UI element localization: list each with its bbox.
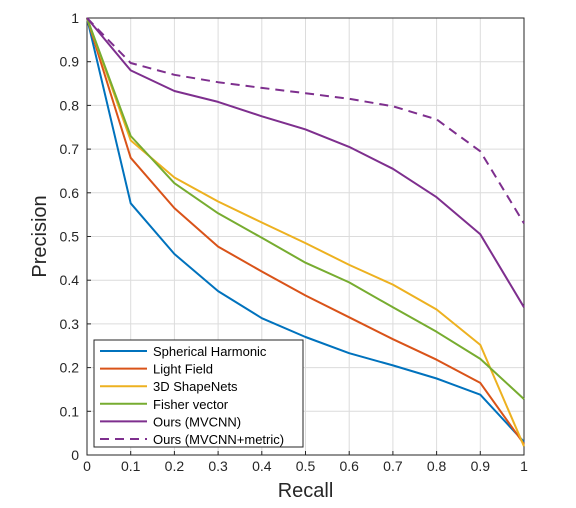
y-tick-label: 0.5 bbox=[60, 229, 80, 245]
y-tick-label: 0.9 bbox=[60, 54, 80, 70]
y-tick-label: 0 bbox=[71, 447, 79, 463]
legend-box bbox=[93, 339, 304, 448]
x-tick-label: 0 bbox=[83, 458, 91, 474]
x-tick-label: 0.9 bbox=[471, 458, 491, 474]
legend-label-spherical-harmonic: Spherical Harmonic bbox=[153, 344, 267, 359]
series-line-ours-mvcnn-metric bbox=[86, 17, 525, 224]
y-tick-label: 0.3 bbox=[60, 316, 80, 332]
series-line-spherical-harmonic bbox=[86, 17, 525, 443]
y-tick-label: 0.4 bbox=[60, 272, 80, 288]
series-line-3d-shapenets bbox=[86, 17, 525, 447]
y-tick-label: 0.2 bbox=[60, 360, 80, 376]
series-line-light-field bbox=[86, 17, 525, 445]
legend-label-ours-mvcnn: Ours (MVCNN) bbox=[153, 414, 241, 429]
legend-label-3d-shapenets: 3D ShapeNets bbox=[153, 379, 238, 394]
legend-label-light-field: Light Field bbox=[153, 362, 213, 377]
x-tick-label: 0.2 bbox=[165, 458, 185, 474]
series-line-ours-mvcnn bbox=[86, 17, 525, 308]
x-tick-label: 0.1 bbox=[121, 458, 141, 474]
y-tick-label: 0.6 bbox=[60, 185, 80, 201]
axis-ticks: 0 0.1 0.2 0.3 0.4 0.5 0.6 0.7 0.8 0.9 1 0 0.1 0.2 0.3 0… bbox=[60, 10, 529, 474]
x-tick-label: 0.5 bbox=[296, 458, 316, 474]
x-tick-label: 1 bbox=[520, 458, 528, 474]
series-lines bbox=[86, 17, 525, 447]
x-tick-label: 0.3 bbox=[208, 458, 228, 474]
x-tick-label: 0.8 bbox=[427, 458, 447, 474]
y-tick-label: 1 bbox=[71, 10, 79, 26]
y-tick-label: 0.7 bbox=[60, 141, 80, 157]
x-tick-label: 0.7 bbox=[383, 458, 403, 474]
x-tick-label: 0.4 bbox=[252, 458, 272, 474]
x-axis-label: Recall bbox=[278, 480, 334, 502]
y-tick-label: 0.1 bbox=[60, 403, 80, 419]
x-tick-label: 0.6 bbox=[339, 458, 359, 474]
series-line-fisher-vector bbox=[86, 17, 525, 400]
legend-label-ours-mvcnn-metric: Ours (MVCNN+metric) bbox=[153, 432, 284, 447]
legend: Spherical Harmonic Light Field 3D ShapeNet… bbox=[93, 339, 304, 448]
legend-label-fisher-vector: Fisher vector bbox=[153, 397, 229, 412]
y-tick-label: 0.8 bbox=[60, 97, 80, 113]
y-axis-label: Precision bbox=[29, 195, 51, 277]
